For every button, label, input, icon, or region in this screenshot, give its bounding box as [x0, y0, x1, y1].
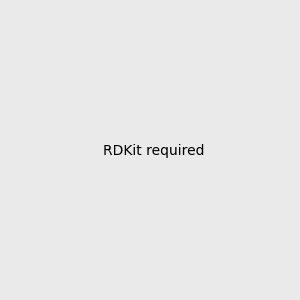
Text: RDKit required: RDKit required	[103, 145, 205, 158]
